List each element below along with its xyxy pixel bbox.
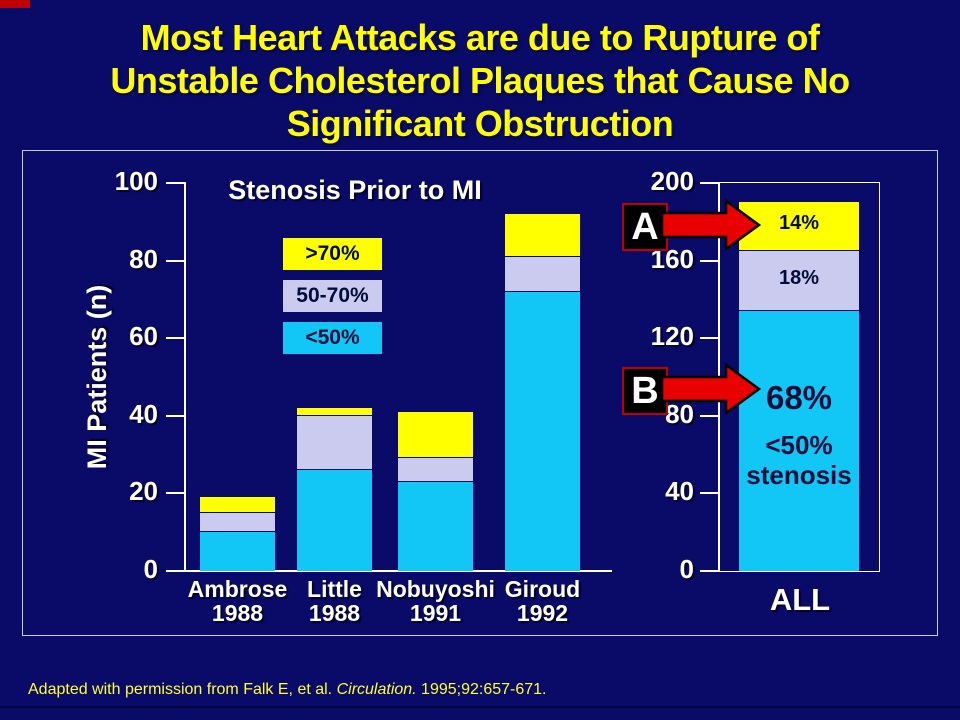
y-tick-label: 60 [129,321,158,352]
y-tick-label: 0 [679,554,694,584]
bar-segment-cyan [398,481,473,571]
legend-item-lavender: 50-70% [283,280,382,312]
y-tick-label: 120 [650,321,694,352]
bar-segment-cyan [739,311,859,571]
lt50-stenosis-line-1: <50% [765,430,833,460]
bar-segment-yellow [505,214,580,257]
segment-label-gt70: 14% [778,212,820,234]
footer-suffix: 1995;92:657-671. [416,681,547,698]
y-tick-label: 100 [114,166,158,196]
legend-item-cyan: <50% [283,322,382,354]
y-tick [166,492,185,495]
x-axis-line [166,570,612,572]
stacked-bar [398,411,473,571]
corner-mark [0,0,30,8]
y-tick-label: 40 [129,398,158,429]
y-tick-label: 20 [129,476,158,507]
y-tick [700,259,719,262]
stacked-bar [297,408,372,571]
footer-citation: Adapted with permission from Falk E, et … [28,681,928,699]
stacked-bar [200,497,275,571]
bar-segment-cyan [297,470,372,571]
category-label: Little 1988 [307,576,362,626]
y-tick-label: 200 [650,166,694,196]
y-tick [700,182,719,184]
y-axis-line [184,182,186,572]
legend-item-yellow: >70% [283,238,382,270]
stacked-bar [505,214,580,571]
bar-segment-lavender [505,256,580,292]
stacked-bar [739,202,859,571]
arrow-a-icon [660,198,762,252]
y-tick [700,570,719,572]
bar-segment-cyan [505,291,580,571]
category-label: Ambrose 1988 [187,576,288,626]
lt50-stenosis-line-2: stenosis [746,460,852,490]
segment-label-lt50: 68% [765,379,833,416]
left-chart-title: Stenosis Prior to MI [228,175,482,205]
bar-segment-yellow [297,408,372,416]
slide-title-line-1: Most Heart Attacks are due to Rupture of [140,17,820,58]
category-label: Giroud 1992 [504,576,581,626]
bar-segment-lavender [200,512,275,533]
y-tick [166,182,185,184]
legend: >70% 50-70% <50% [283,238,382,354]
bar-segment-yellow [200,497,275,513]
y-tick-label: 40 [665,476,694,507]
y-tick [166,414,185,417]
slide-title-line-2: Unstable Cholesterol Plaques that Cause … [110,60,850,101]
footer-prefix: Adapted with permission from Falk E, et … [28,681,337,698]
y-tick [166,337,185,340]
all-category-label: ALL [769,582,831,617]
category-label: Nobuyoshi 1991 [376,576,495,626]
bar-segment-cyan [200,532,275,571]
bar-segment-lavender [398,458,473,482]
y-tick-label: 80 [129,243,158,274]
bar-segment-lavender [297,415,372,471]
bar-segment-lavender [739,250,859,312]
footer-journal: Circulation. [336,681,417,698]
y-tick [700,492,719,495]
slide-title-line-3: Significant Obstruction [286,103,674,144]
arrow-b-icon [660,362,762,416]
slide-title: Most Heart Attacks are due to Rupture of… [0,16,960,145]
bar-segment-yellow [398,411,473,459]
y-tick [700,337,719,340]
bar-segment-yellow [739,202,859,251]
marker-a-box: A [622,203,668,251]
slide-bottom-edge [0,706,960,708]
y-tick [700,414,719,417]
y-tick [166,259,185,262]
chart-panel [22,150,938,636]
segment-label-50-70: 18% [778,267,820,289]
y-tick [166,570,185,572]
y-tick-label: 0 [143,554,158,584]
y-tick-label: 80 [665,398,694,429]
